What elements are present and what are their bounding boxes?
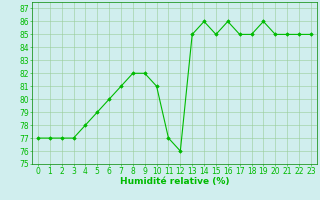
X-axis label: Humidité relative (%): Humidité relative (%) <box>120 177 229 186</box>
